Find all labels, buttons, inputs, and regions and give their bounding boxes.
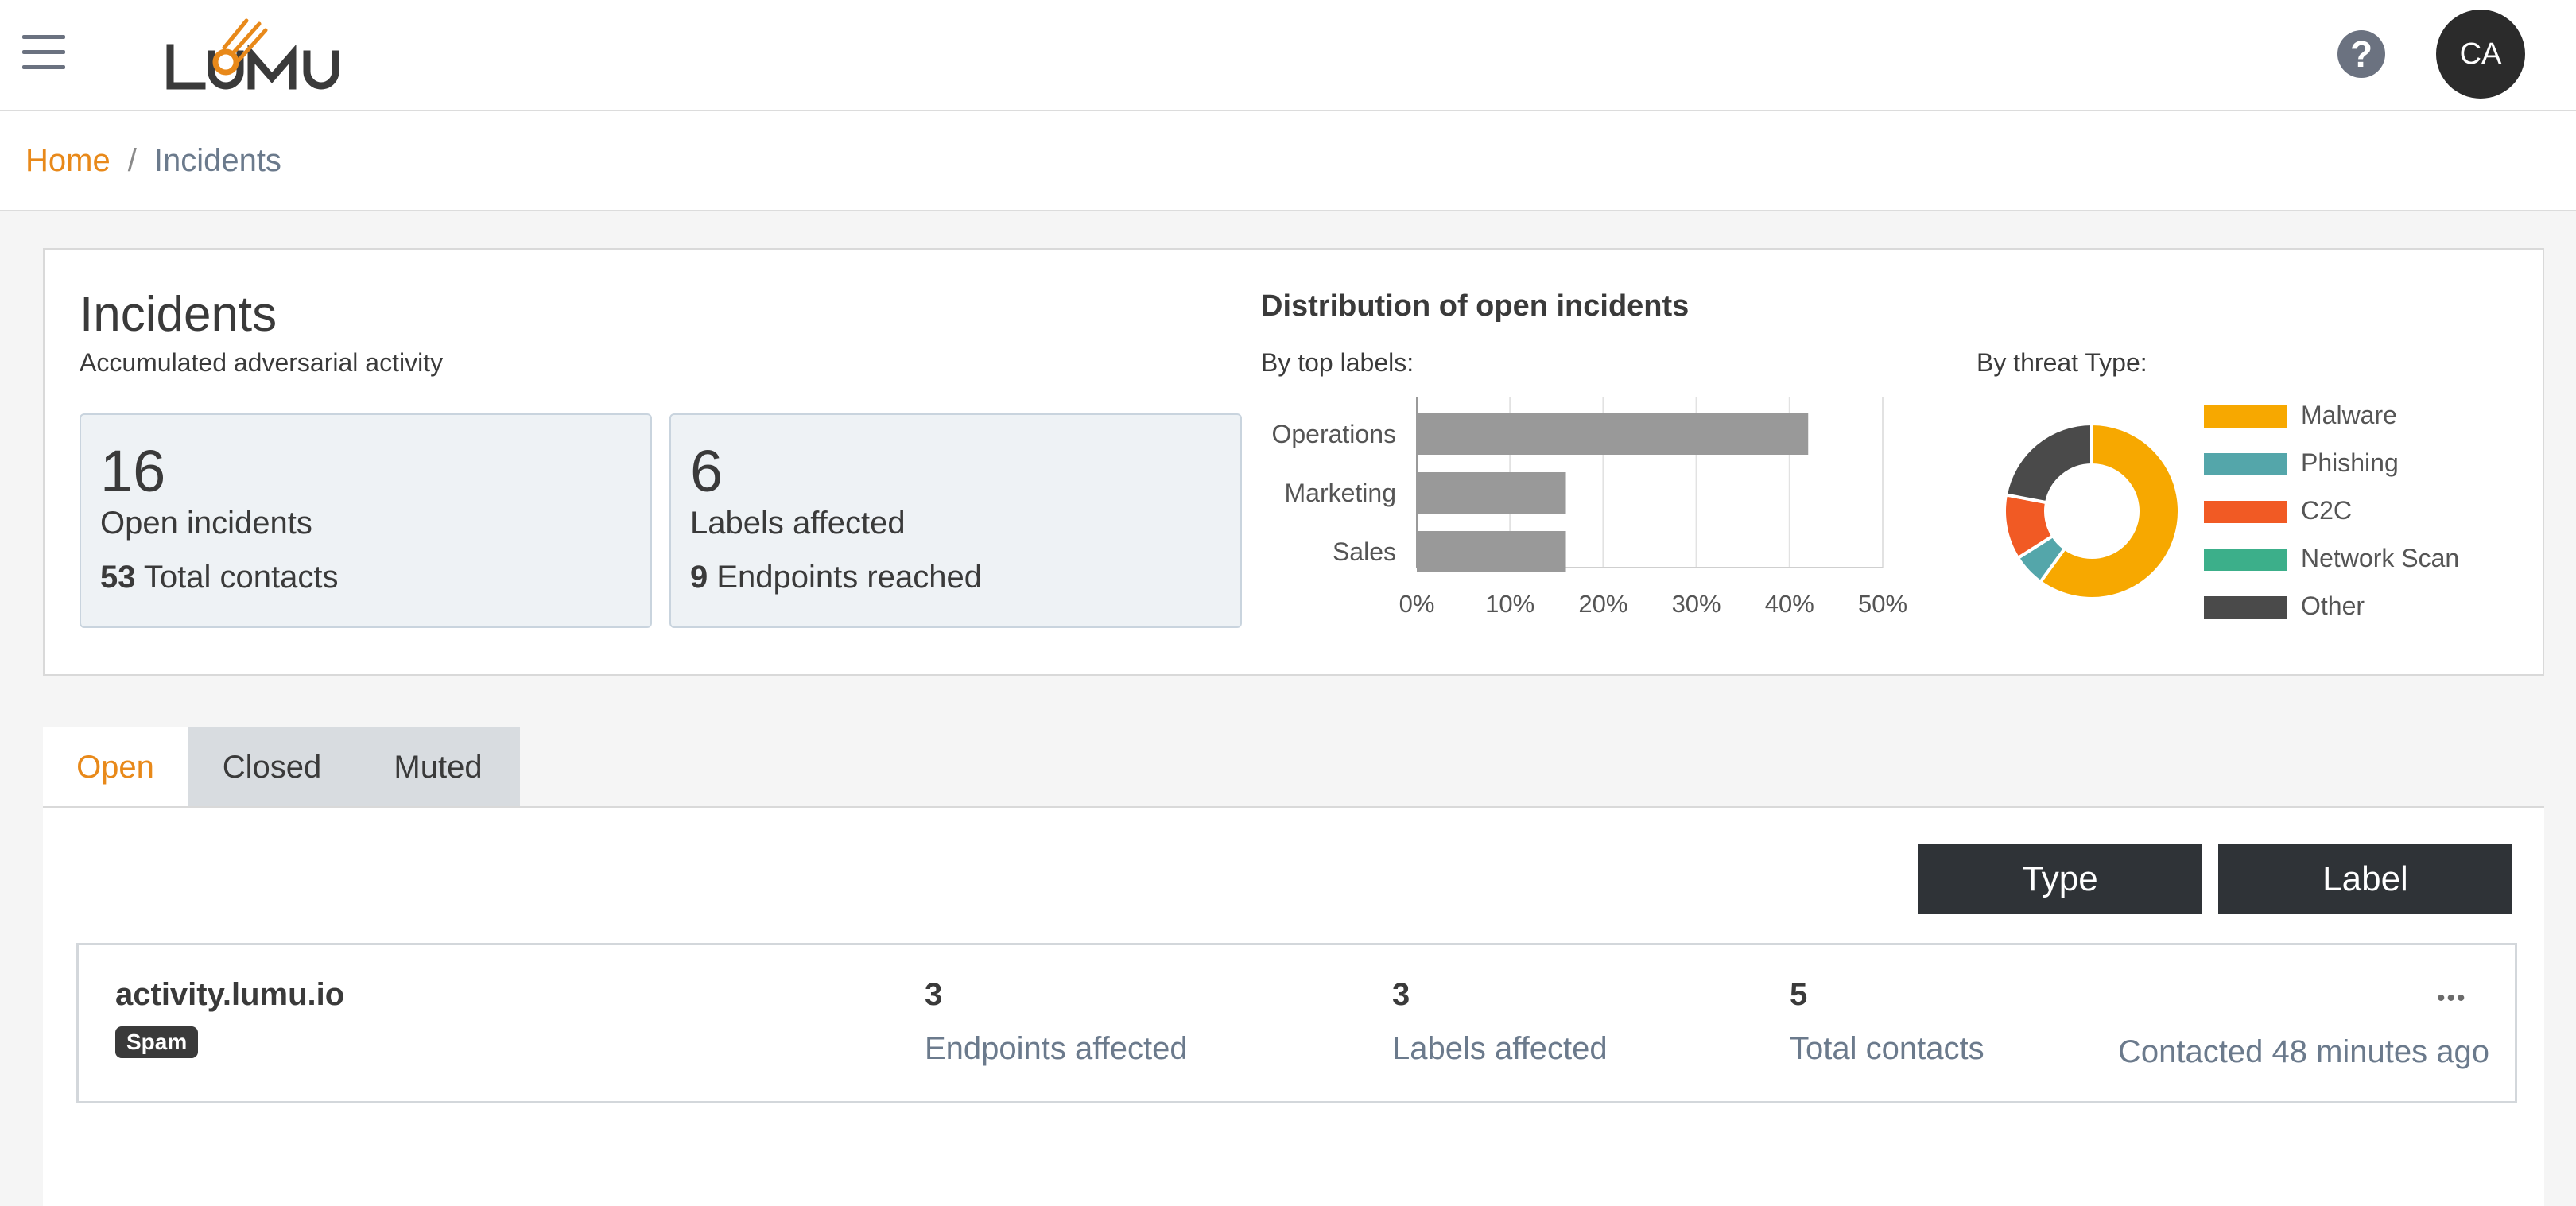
page-title: Incidents [80, 287, 277, 342]
bar-chart-x-tick-label: 50% [1858, 590, 1907, 618]
tab-closed[interactable]: Closed [188, 727, 356, 808]
legend-swatch [2204, 501, 2287, 523]
endpoints-affected-count: 3 [925, 977, 943, 1012]
breadcrumb-bar: Home / Incidents [0, 111, 2576, 211]
incident-row[interactable]: activity.lumu.io Spam 3 Endpoints affect… [76, 943, 2517, 1103]
type-filter-button[interactable]: Type [1918, 844, 2202, 914]
donut-slice-other[interactable] [2004, 421, 2093, 505]
help-icon[interactable]: ? [2337, 30, 2385, 78]
total-contacts-count: 5 [1790, 977, 1808, 1012]
labels-affected-count: 6 [690, 438, 724, 504]
bar-chart-category-label: Marketing [1285, 479, 1397, 507]
last-contacted-time: Contacted 48 minutes ago [2118, 1034, 2489, 1069]
bar-marketing[interactable] [1417, 472, 1566, 514]
legend-label: Other [2301, 591, 2365, 620]
labels-affected-card: 6 Labels affected 9 Endpoints reached [669, 413, 1242, 628]
open-incidents-label: Open incidents [100, 506, 312, 541]
legend-swatch [2204, 549, 2287, 571]
endpoints-affected-label: Endpoints affected [925, 1031, 1188, 1066]
endpoints-reached-count: 9 [690, 560, 708, 595]
labels-affected-label: Labels affected [1392, 1031, 1608, 1066]
bar-chart-x-tick-label: 40% [1765, 590, 1814, 618]
bar-operations[interactable] [1417, 413, 1809, 455]
endpoints-reached-line: 9 Endpoints reached [690, 560, 982, 595]
legend-swatch [2204, 405, 2287, 428]
labels-affected-count: 3 [1392, 977, 1410, 1012]
legend-swatch [2204, 596, 2287, 619]
total-contacts-label: Total contacts [1790, 1031, 1984, 1066]
incidents-list-area: Type Label activity.lumu.io Spam 3 Endpo… [43, 806, 2544, 1206]
labels-affected-label: Labels affected [690, 506, 906, 541]
label-filter-button[interactable]: Label [2218, 844, 2512, 914]
top-bar: ? CA [0, 0, 2576, 111]
bar-chart-category-label: Operations [1271, 420, 1396, 448]
legend-label: Malware [2301, 401, 2397, 429]
more-options-icon[interactable]: ••• [2437, 985, 2467, 1011]
lumu-logo[interactable] [165, 16, 364, 95]
user-avatar[interactable]: CA [2436, 10, 2525, 99]
hamburger-menu-icon[interactable] [22, 35, 65, 70]
breadcrumb-home-link[interactable]: Home [25, 143, 111, 178]
legend-label: C2C [2301, 496, 2353, 525]
page-subtitle: Accumulated adversarial activity [80, 348, 444, 377]
total-contacts-label: Total contacts [143, 560, 339, 595]
legend-label: Network Scan [2301, 544, 2460, 572]
total-contacts-line: 53 Total contacts [100, 560, 338, 595]
tab-muted[interactable]: Muted [356, 727, 520, 808]
breadcrumb-current: Incidents [153, 143, 281, 178]
labels-bar-chart: 0% 10% 20% 30% 40% 50% Operations Marketing Sale… [1271, 397, 1907, 618]
bar-chart-x-tick-label: 30% [1672, 590, 1721, 618]
incident-domain[interactable]: activity.lumu.io [115, 977, 345, 1012]
bar-chart-x-tick-label: 20% [1578, 590, 1627, 618]
legend-label: Phishing [2301, 448, 2399, 477]
open-incidents-card: 16 Open incidents 53 Total contacts [80, 413, 652, 628]
tab-open[interactable]: Open [43, 727, 188, 808]
bar-sales[interactable] [1417, 531, 1566, 572]
bar-chart-category-label: Sales [1333, 537, 1396, 566]
distribution-title: Distribution of open incidents [1261, 289, 1690, 323]
open-incidents-count: 16 [100, 438, 166, 504]
threat-type-donut-chart [2003, 421, 2181, 600]
bar-chart-x-tick-label: 10% [1485, 590, 1534, 618]
legend-swatch [2204, 453, 2287, 475]
incidents-summary-panel: Incidents Accumulated adversarial activi… [43, 248, 2544, 676]
by-labels-title: By top labels: [1261, 348, 1414, 377]
breadcrumb: Home / Incidents [25, 143, 281, 179]
donut-slice-malware[interactable] [2038, 421, 2181, 600]
bar-chart-x-tick-label: 0% [1399, 590, 1435, 618]
endpoints-reached-label: Endpoints reached [716, 560, 982, 595]
incident-type-badge: Spam [115, 1026, 199, 1058]
breadcrumb-separator: / [127, 143, 137, 178]
by-threat-type-title: By threat Type: [1977, 348, 2147, 377]
total-contacts-count: 53 [100, 560, 136, 595]
